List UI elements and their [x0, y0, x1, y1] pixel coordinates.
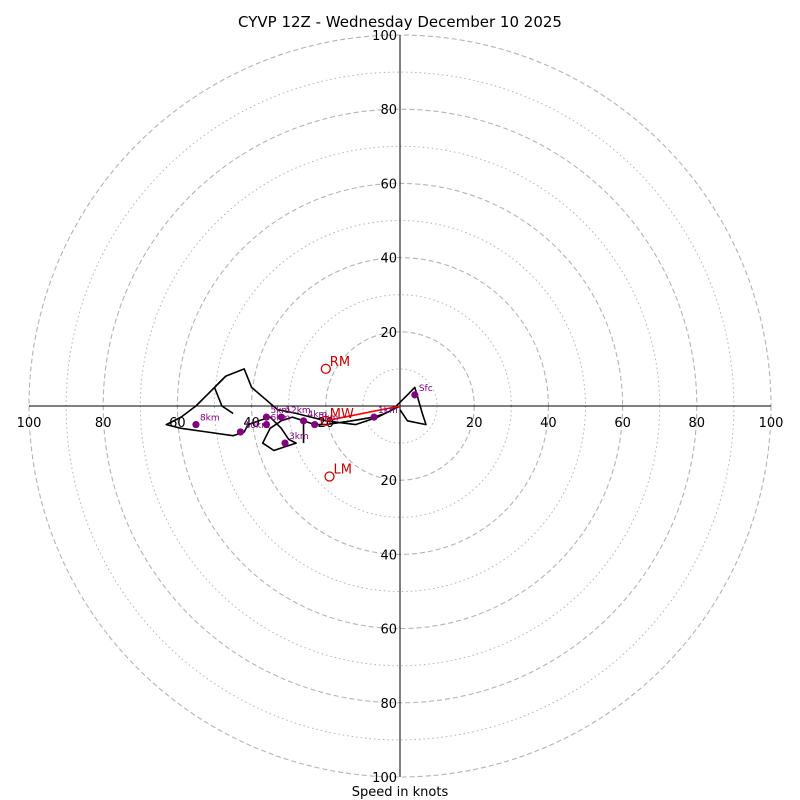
height-label-5km: 5km — [270, 406, 290, 416]
height-label-Sfc: Sfc — [419, 384, 433, 394]
chart-title: CYVP 12Z - Wednesday December 10 2025 — [238, 13, 562, 31]
hodograph-trace — [165, 368, 427, 452]
tick-label-bottom-60: 60 — [380, 623, 397, 638]
storm-label-MW: MW — [330, 407, 354, 422]
x-axis-label: Speed in knots — [352, 785, 449, 800]
shear-vector — [325, 405, 401, 422]
height-markers: Sfc1km2km3km4km5km6km8km10km12km — [192, 384, 433, 447]
storm-motion-markers: RM LM MW — [320, 355, 354, 482]
tick-label-right-40: 40 — [540, 416, 557, 431]
tick-label-right-20: 20 — [466, 416, 483, 431]
tick-label-top-20: 20 — [380, 326, 397, 341]
storm-marker-MW — [320, 415, 331, 426]
tick-label-right-60: 60 — [614, 416, 631, 431]
height-marker-5km — [262, 413, 271, 421]
height-marker-8km — [192, 420, 200, 429]
tick-label-left-60: 60 — [169, 416, 186, 431]
tick-label-bottom-100: 100 — [372, 771, 397, 786]
storm-label-RM: RM — [330, 355, 350, 370]
height-label-2km: 2km — [319, 414, 339, 424]
height-marker-4km — [299, 417, 308, 425]
tick-label-left-80: 80 — [95, 416, 112, 431]
hodograph-line — [165, 368, 427, 452]
height-marker-1km — [370, 413, 378, 421]
tick-label-top-40: 40 — [380, 252, 397, 267]
height-label-1km: 1km — [378, 406, 398, 416]
tick-label-bottom-20: 20 — [380, 474, 397, 489]
storm-marker-RM — [320, 363, 331, 375]
height-marker-10km — [236, 428, 245, 436]
storm-label-LM: LM — [334, 462, 352, 477]
height-label-10km: 10km — [244, 421, 269, 431]
tick-label-top-80: 80 — [380, 103, 397, 118]
bulk-shear-line — [325, 405, 401, 422]
height-label-4km: 4km — [308, 410, 328, 420]
height-marker-6km — [262, 420, 271, 429]
height-marker-Sfc — [411, 391, 419, 399]
height-marker-3km — [281, 439, 289, 447]
tick-label-right-100: 100 — [759, 416, 784, 431]
height-marker-12km — [277, 413, 285, 421]
tick-label-bottom-80: 80 — [380, 697, 397, 712]
hodograph-spur — [213, 375, 234, 415]
height-label-8km: 8km — [200, 414, 220, 424]
storm-marker-LM — [324, 471, 335, 482]
tick-label-left-100: 100 — [17, 416, 42, 431]
tick-label-top-100: 100 — [372, 29, 397, 44]
height-marker-2km — [311, 420, 319, 429]
tick-label-right-80: 80 — [689, 416, 706, 431]
height-label-12km: 12km — [285, 406, 310, 416]
tick-label-bottom-40: 40 — [380, 548, 397, 563]
tick-label-top-60: 60 — [380, 177, 397, 192]
height-label-3km: 3km — [289, 432, 309, 442]
